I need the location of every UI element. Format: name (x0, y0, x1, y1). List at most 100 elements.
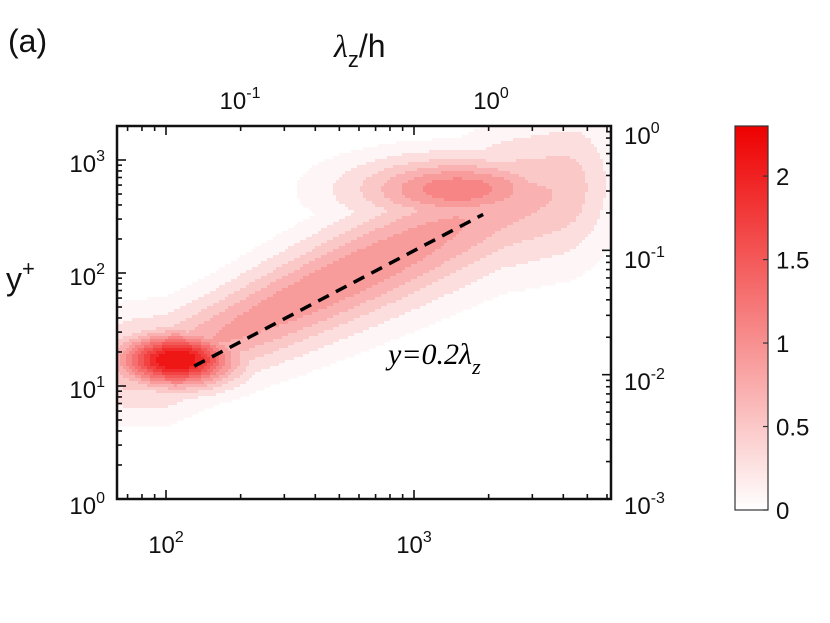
contour-band (261, 288, 283, 292)
contour-band (525, 177, 586, 181)
contour-band (309, 261, 334, 265)
contour-band (510, 180, 529, 184)
contour-band (405, 282, 433, 286)
contour-band (501, 267, 592, 271)
contour-band (240, 357, 256, 361)
contour-band (228, 306, 253, 310)
contour-band (402, 189, 424, 193)
contour-band (588, 189, 607, 193)
contour-band (198, 351, 205, 355)
contour-band (480, 126, 611, 130)
contour-band (213, 315, 238, 319)
contour-band (132, 357, 139, 361)
contour-band (165, 366, 190, 370)
contour-band (198, 396, 241, 400)
contour-band (207, 306, 229, 310)
contour-band (198, 390, 226, 394)
y-right-tick-label-0.01: 10-2 (624, 366, 665, 396)
contour-band (606, 180, 611, 184)
contour-band (420, 306, 472, 310)
contour-band (546, 156, 571, 160)
contour-band (255, 372, 307, 376)
contour-band (411, 309, 463, 313)
contour-band (432, 300, 484, 304)
contour-band (234, 378, 250, 382)
contour-band (186, 387, 214, 391)
contour-band (168, 294, 205, 298)
contour-band (156, 327, 196, 331)
contour-band (177, 402, 220, 406)
contour-band (333, 249, 358, 253)
contour-band (213, 348, 220, 352)
contour-band (174, 309, 202, 313)
contour-band (339, 246, 367, 250)
contour-band (126, 360, 133, 364)
contour-band (423, 189, 493, 193)
contour-band (276, 267, 301, 271)
contour-band (585, 135, 611, 139)
contour-band (345, 171, 379, 175)
contour-band (360, 303, 388, 307)
contour-band (132, 318, 187, 322)
contour-band (237, 315, 304, 319)
contour-band (603, 159, 611, 163)
y-left-tick-label-100: 102 (69, 261, 105, 291)
contour-band (411, 264, 442, 268)
contour-band (147, 351, 157, 355)
contour-band (402, 231, 460, 235)
contour-band (540, 258, 601, 262)
contour-band (150, 354, 160, 358)
contour-band (507, 225, 568, 229)
contour-band (549, 132, 583, 136)
contour-band (219, 369, 229, 373)
contour-band (441, 246, 472, 250)
contour-band (366, 246, 442, 250)
contour-band (156, 357, 196, 361)
contour-band (477, 279, 571, 283)
contour-band (288, 285, 373, 289)
contour-band (207, 354, 214, 358)
contour-band (600, 210, 611, 214)
contour-band (216, 366, 223, 370)
contour-band (297, 318, 328, 322)
contour-band (237, 276, 262, 280)
contour-band (222, 327, 271, 331)
contour-band (462, 177, 505, 181)
contour-band (228, 369, 235, 373)
contour-band (405, 171, 442, 175)
contour-band (261, 330, 298, 334)
contour-band (492, 144, 595, 148)
contour-band (132, 363, 139, 367)
contour-band (438, 297, 493, 301)
contour-band (183, 336, 205, 340)
contour-band (468, 249, 499, 253)
contour-band (117, 396, 199, 400)
contour-band (453, 177, 463, 181)
contour-band (486, 255, 553, 259)
contour-band (186, 318, 211, 322)
contour-band (468, 132, 550, 136)
contour-band (144, 372, 154, 376)
contour-band (222, 366, 232, 370)
contour-band (198, 366, 205, 370)
contour-band (117, 327, 157, 331)
contour-band (186, 378, 202, 382)
contour-band (399, 315, 451, 319)
contour-band (588, 234, 611, 238)
contour-band (429, 270, 457, 274)
contour-band (120, 354, 127, 358)
contour-band (444, 276, 484, 280)
contour-band (216, 333, 253, 337)
contour-band (435, 204, 481, 208)
contour-band (318, 321, 349, 325)
contour-band (303, 204, 346, 208)
x-bottom-tick-label-1000: 103 (396, 529, 432, 559)
contour-band (546, 186, 589, 190)
contour-band (117, 378, 130, 382)
contour-band (603, 204, 611, 208)
colorbar-ticks: 0 0.5 1 1.5 2 (763, 164, 809, 525)
contour-band (462, 267, 502, 271)
contour-band (372, 201, 394, 205)
contour-band (351, 252, 433, 256)
contour-band (441, 171, 475, 175)
